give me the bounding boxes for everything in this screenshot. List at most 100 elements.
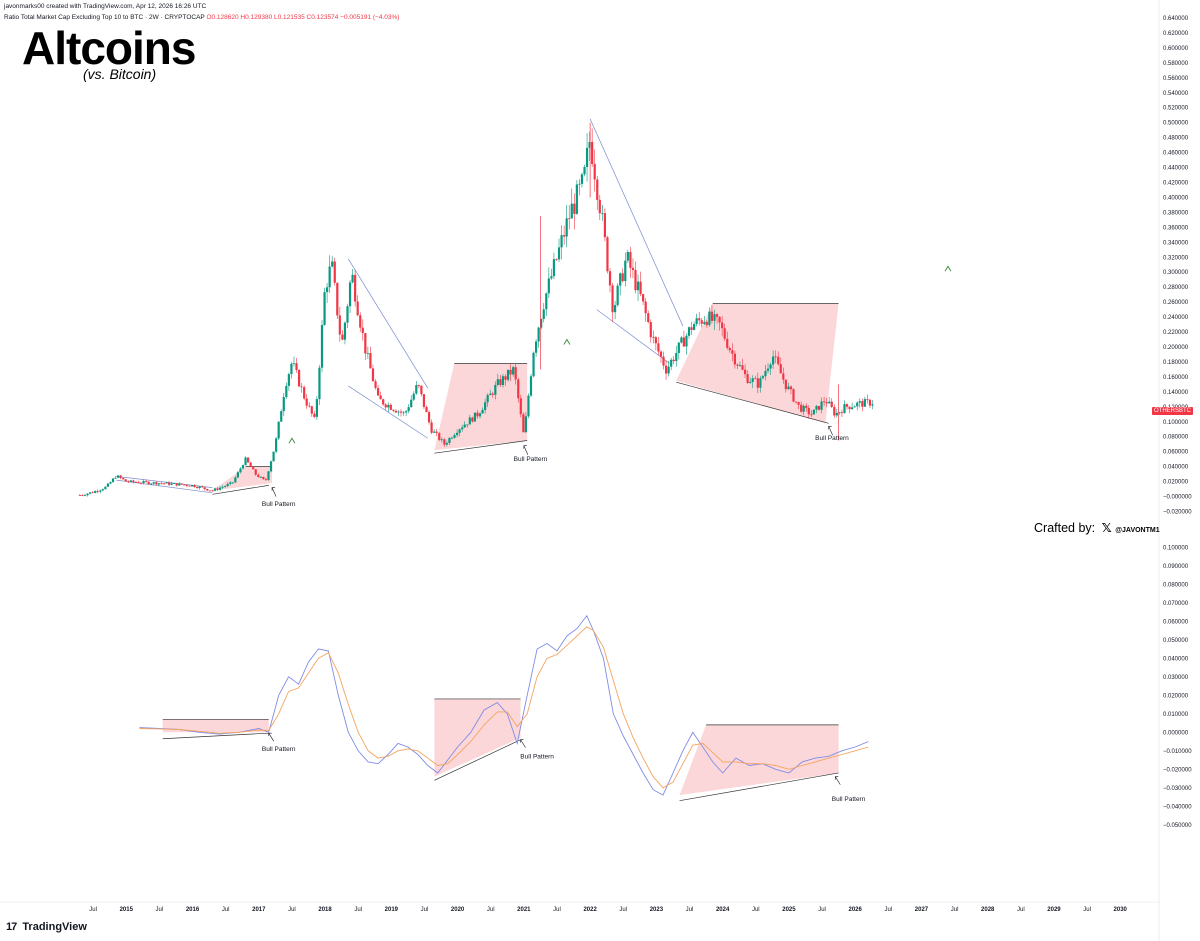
osc-pointer-head	[268, 732, 272, 737]
candle-body	[185, 484, 189, 486]
price-tick-label: 0.240000	[1163, 315, 1189, 321]
candle-body	[504, 376, 507, 380]
candle-body	[593, 164, 596, 180]
candle-body	[802, 405, 805, 412]
candle-body	[496, 379, 499, 385]
price-tick-label: 0.480000	[1163, 136, 1189, 142]
candle-body	[631, 267, 635, 271]
candle-body	[512, 367, 515, 375]
x-logo-icon: 𝕏	[1101, 521, 1112, 535]
candle-body	[213, 488, 217, 491]
candle-body	[165, 482, 168, 484]
candle-body	[155, 482, 158, 485]
candle-body	[644, 301, 647, 314]
osc-pointer-head	[835, 776, 839, 780]
price-tick-label: 0.320000	[1163, 255, 1189, 261]
pointer-head	[271, 487, 276, 491]
candle-body	[111, 478, 115, 483]
tradingview-logo[interactable]: 17 TradingView	[6, 921, 87, 933]
candle-body	[476, 412, 479, 417]
candle-body	[468, 417, 471, 425]
candle-body	[384, 404, 387, 408]
candle-body	[494, 384, 497, 395]
osc-pointer-line	[268, 733, 274, 742]
candle-body	[394, 410, 398, 413]
candle-body	[124, 479, 127, 482]
candle-body	[445, 442, 448, 445]
time-tick-label: 2018	[318, 907, 332, 913]
price-tick-label: 0.500000	[1163, 121, 1189, 127]
candle-body	[838, 412, 841, 414]
candle-body	[756, 378, 759, 388]
candle-body	[269, 461, 273, 472]
candle-body	[295, 363, 298, 371]
time-tick-label: Jul	[89, 907, 97, 913]
time-tick-label: 2021	[517, 907, 531, 913]
candle-body	[807, 407, 810, 415]
candle-body	[303, 387, 306, 399]
candle-body	[318, 367, 321, 400]
pointer-line	[523, 445, 529, 455]
candle-body	[262, 476, 265, 480]
candle-body	[629, 251, 632, 268]
candle-body	[769, 364, 772, 369]
candle-body	[817, 406, 821, 410]
time-tick-label: Jul	[686, 907, 694, 913]
osc-bull-pattern-label: Bull Pattern	[262, 746, 296, 753]
candle-body	[743, 369, 747, 375]
candle-body	[499, 379, 502, 385]
candle-body	[782, 373, 785, 380]
time-tick-label: 2017	[252, 907, 266, 913]
candle-body	[285, 385, 288, 398]
candle-body	[343, 322, 347, 340]
candle-body	[687, 327, 691, 336]
candle-body	[800, 404, 803, 412]
price-tick-label: 0.400000	[1163, 195, 1189, 201]
candle-body	[315, 399, 319, 417]
candle-body	[412, 393, 415, 400]
candle-body	[835, 412, 838, 416]
candle-body	[145, 480, 148, 482]
candle-body	[721, 322, 724, 329]
candle-body	[246, 457, 250, 463]
osc-tick-label: 0.050000	[1163, 638, 1189, 644]
candle-body	[249, 462, 252, 467]
candle-body	[435, 431, 438, 434]
price-tick-label: 0.060000	[1163, 450, 1189, 456]
candle-body	[308, 405, 311, 407]
time-tick-label: Jul	[884, 907, 892, 913]
osc-tick-label: 0.060000	[1163, 619, 1189, 625]
candle-body	[738, 365, 742, 366]
osc-tick-label: 0.070000	[1163, 601, 1189, 607]
candles-group	[78, 128, 874, 497]
candle-body	[178, 483, 181, 486]
candle-body	[777, 356, 780, 365]
candle-body	[203, 487, 206, 489]
price-tick-label: 0.420000	[1163, 181, 1189, 187]
candle-body	[550, 276, 553, 279]
candle-body	[387, 404, 390, 408]
candle-body	[376, 388, 380, 396]
price-tick-label: −0.020000	[1163, 510, 1192, 516]
candle-body	[127, 481, 130, 483]
candle-body	[573, 203, 576, 214]
candle-body	[568, 218, 571, 220]
candle-body	[736, 364, 739, 366]
candle-body	[828, 401, 831, 404]
candle-body	[484, 402, 487, 410]
time-tick-label: 2029	[1047, 907, 1061, 913]
created-line: javonmarks00 created with TradingView.co…	[4, 3, 207, 10]
chart-subtitle: (vs. Bitcoin)	[83, 66, 157, 82]
candle-body	[224, 486, 227, 487]
candle-body	[534, 341, 538, 353]
candle-body	[560, 235, 563, 248]
price-tick-label: 0.540000	[1163, 91, 1189, 97]
time-tick-label: Jul	[354, 907, 362, 913]
candle-body	[175, 483, 178, 486]
candle-body	[726, 338, 729, 348]
candle-body	[524, 416, 527, 433]
candle-body	[820, 401, 823, 410]
price-tick-label: 0.440000	[1163, 166, 1189, 172]
symbol-line: Ratio Total Market Cap Excluding Top 10 …	[4, 14, 399, 21]
